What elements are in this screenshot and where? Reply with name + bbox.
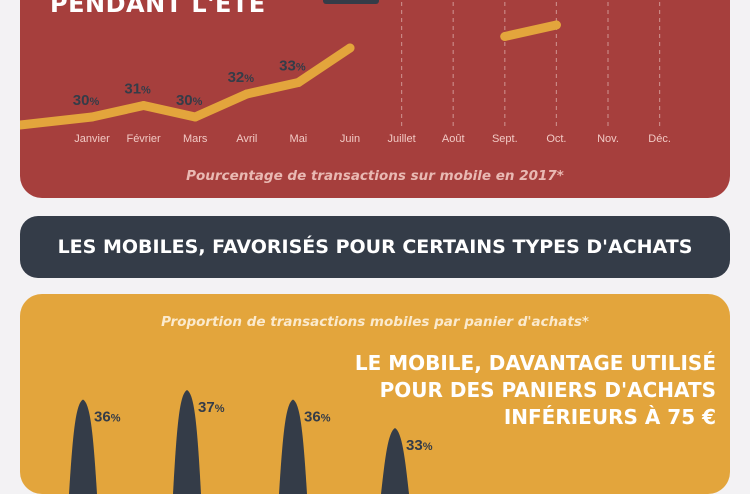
spike-value-label: 36% — [304, 409, 331, 426]
data-point — [346, 44, 355, 53]
month-tick-label: Août — [442, 133, 465, 145]
spike-value-label: 36% — [94, 409, 121, 426]
peak-callout-box — [323, 0, 379, 4]
banner-title: LES MOBILES, FAVORISÉS POUR CERTAINS TYP… — [58, 236, 693, 258]
data-point — [139, 101, 148, 110]
series-line — [20, 48, 350, 125]
data-point — [552, 21, 561, 30]
month-tick-label: Juillet — [388, 133, 416, 145]
data-label: 32% — [228, 69, 255, 86]
line-chart-caption: Pourcentage de transactions sur mobile e… — [20, 168, 730, 184]
spike-bar — [279, 400, 307, 494]
spike-value-label: 33% — [406, 437, 433, 454]
month-tick-label: Oct. — [546, 133, 566, 145]
month-tick-label: Avril — [236, 133, 257, 145]
basket-spike-chart: 36% 37% 36% 33% — [20, 294, 730, 494]
month-tick-label: Février — [126, 133, 161, 145]
data-point — [294, 78, 303, 87]
data-label: 30% — [73, 92, 100, 109]
data-point — [88, 113, 97, 122]
section-banner: LES MOBILES, FAVORISÉS POUR CERTAINS TYP… — [20, 216, 730, 278]
basket-panel: Proportion de transactions mobiles par p… — [20, 294, 730, 494]
spike-bar — [173, 390, 201, 494]
month-tick-label: Janvier — [74, 133, 110, 145]
data-label: 31% — [124, 81, 151, 98]
data-point — [191, 113, 200, 122]
month-tick-label: Sept. — [492, 133, 518, 145]
data-label: 30% — [176, 92, 203, 109]
month-tick-label: Mars — [183, 133, 208, 145]
data-label: 33% — [279, 58, 306, 75]
month-tick-label: Mai — [290, 133, 308, 145]
series-line — [505, 25, 557, 37]
spike-bar — [381, 428, 409, 494]
spike-value-label: 37% — [198, 399, 225, 416]
data-point — [242, 90, 251, 99]
month-tick-label: Nov. — [597, 133, 619, 145]
spike-bar — [69, 400, 97, 494]
month-tick-label: Juin — [340, 133, 360, 145]
month-tick-label: Déc. — [648, 133, 671, 145]
data-point — [500, 32, 509, 41]
